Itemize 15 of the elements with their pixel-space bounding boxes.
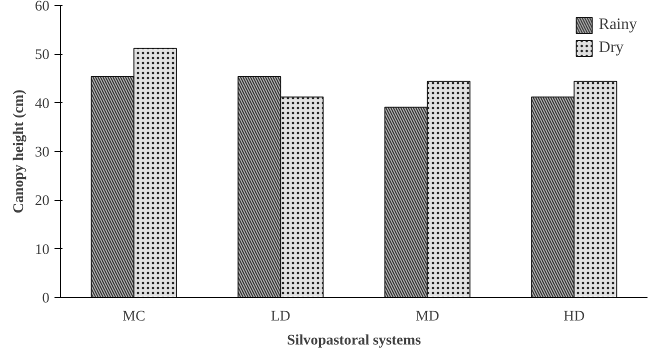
legend-label: Rainy	[598, 16, 637, 34]
x-tick-label: MD	[416, 308, 440, 324]
y-tick-label: 0	[42, 290, 50, 306]
y-tick-label: 50	[34, 47, 50, 64]
y-tick-label: 30	[34, 144, 50, 160]
y-axis-title: Canopy height (cm)	[10, 90, 27, 214]
x-tick-label: MC	[122, 308, 146, 324]
x-tick-label: HD	[564, 308, 585, 324]
x-axis-title: Silvopastoral systems	[287, 332, 422, 348]
y-tick-label: 10	[34, 242, 50, 258]
y-tick-label: 60	[34, 0, 50, 14]
y-tick-label: 20	[34, 193, 50, 210]
y-tick-label: 40	[34, 96, 50, 112]
legend-label: Dry	[598, 39, 624, 57]
x-tick-label: LD	[270, 308, 290, 324]
